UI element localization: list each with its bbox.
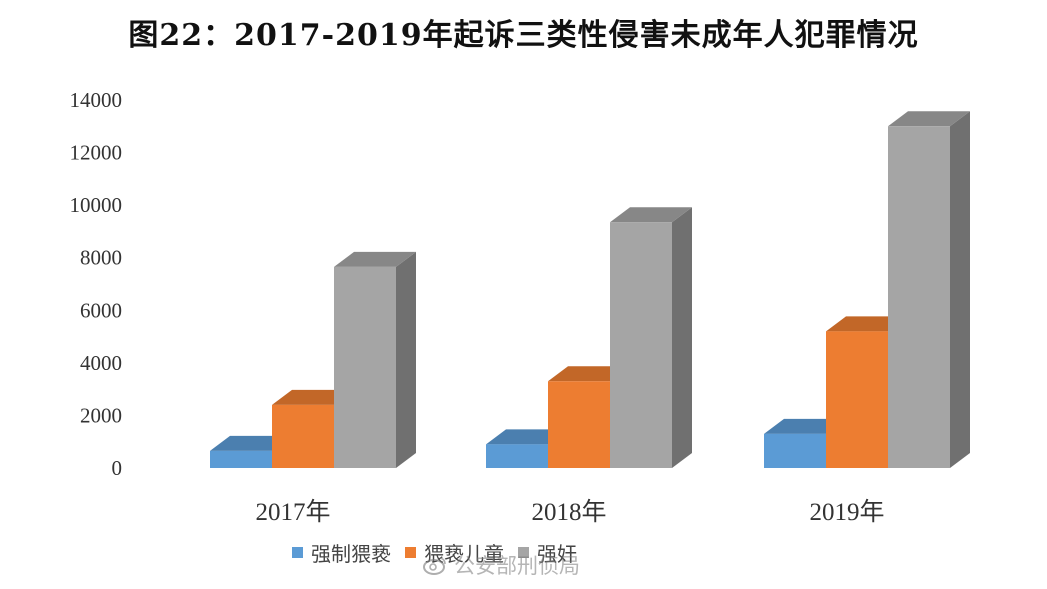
bar-top-2-1: [826, 316, 908, 332]
bar-front-1-0: [486, 444, 548, 468]
y-tick-label-3: 6000: [80, 298, 122, 322]
weibo-icon: [423, 557, 446, 575]
y-tick-label-6: 12000: [70, 141, 123, 165]
legend-label-2: 强奸: [537, 542, 577, 566]
bar-side-2-2: [950, 111, 970, 469]
bar-front-1-2: [610, 222, 672, 468]
bar-front-2-1: [826, 331, 888, 468]
y-tick-label-0: 0: [112, 456, 123, 480]
legend-item-2: 强奸: [518, 538, 577, 567]
legend-item-0: 强制猥亵: [292, 538, 391, 567]
bar-1-2: [610, 207, 692, 468]
legend-swatch-0: [292, 547, 303, 558]
legend-swatch-2: [518, 547, 529, 558]
bar-front-0-2: [334, 266, 396, 468]
legend-swatch-1: [405, 547, 416, 558]
legend-label-1: 猥亵儿童: [424, 542, 504, 566]
bars: [210, 111, 970, 469]
bar-top-2-0: [764, 418, 846, 434]
bar-top-1-2: [610, 207, 692, 223]
bar-front-0-1: [272, 404, 334, 468]
y-tick-label-1: 2000: [80, 403, 122, 427]
x-category-label-1: 2018年: [531, 498, 606, 526]
legend-label-0: 强制猥亵: [311, 542, 391, 566]
category-labels: 2017年 2018年 2019年: [255, 498, 884, 526]
y-tick-label-4: 8000: [80, 246, 122, 270]
y-tick-label-7: 14000: [70, 88, 123, 112]
watermark: 公安部刑侦局: [422, 550, 580, 580]
bar-top-1-1: [548, 366, 630, 382]
y-tick-label-5: 10000: [70, 193, 123, 217]
bar-2-2: [888, 111, 970, 469]
bar-top-0-2: [334, 251, 416, 267]
y-axis-ticks: 0 2000 4000 6000 8000 10000 12000 14000: [70, 88, 123, 480]
bar-side-0-2: [396, 251, 416, 468]
legend: 强制猥亵 猥亵儿童 强奸: [292, 538, 591, 567]
bar-top-2-2: [888, 111, 970, 127]
bar-top-1-0: [486, 429, 568, 445]
y-tick-label-2: 4000: [80, 351, 122, 375]
watermark-text: 公安部刑侦局: [454, 554, 580, 578]
legend-item-1: 猥亵儿童: [405, 538, 504, 567]
bar-front-0-0: [210, 450, 272, 468]
bar-front-1-1: [548, 381, 610, 468]
bar-side-1-2: [672, 207, 692, 468]
chart-title: 图22：2017-2019年起诉三类性侵害未成年人犯罪情况: [128, 18, 919, 53]
bar-front-2-2: [888, 126, 950, 469]
x-category-label-2: 2019年: [809, 498, 884, 526]
bar-front-2-0: [764, 433, 826, 468]
bar-top-0-1: [272, 389, 354, 405]
bar-top-0-0: [210, 435, 292, 451]
bar-0-2: [334, 251, 416, 468]
x-category-label-0: 2017年: [255, 498, 330, 526]
